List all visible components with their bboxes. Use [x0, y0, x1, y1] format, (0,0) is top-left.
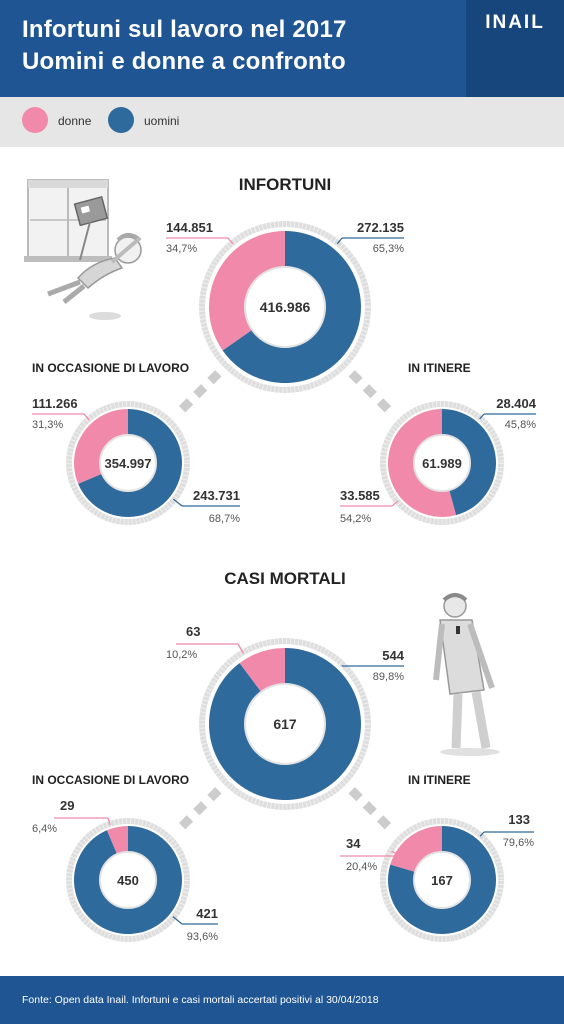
value-label-donne: 33.585 [340, 488, 380, 503]
value-label-donne: 63 [186, 624, 200, 639]
outer-ring-ticks [380, 401, 504, 525]
outer-ring-ticks [199, 638, 371, 810]
percent-label-donne: 54,2% [340, 513, 371, 525]
connector-line-3 [173, 787, 222, 836]
donut-center [413, 851, 471, 909]
mourning-man-icon [433, 593, 500, 756]
inail-logo: INAIL [466, 0, 564, 97]
chart-title: IN OCCASIONE DI LAVORO [32, 361, 189, 375]
logo-text: INAIL [485, 12, 545, 33]
donut-center [244, 683, 326, 765]
source-note: Fonte: Open data Inail. Infortuni e casi… [22, 994, 379, 1006]
value-label-uomini: 243.731 [193, 488, 240, 503]
value-label-uomini: 421 [196, 906, 218, 921]
leader-diag-uomini [172, 916, 183, 925]
chart-title: IN ITINERE [408, 773, 471, 787]
slice-uomini [222, 231, 361, 383]
percent-label-uomini: 68,7% [209, 513, 240, 525]
leader-diag-uomini [172, 498, 183, 507]
page-title: Infortuni sul lavoro nel 2017 Uomini e d… [22, 14, 347, 78]
total-label: 416.986 [260, 299, 311, 315]
leader-diag-uomini [336, 237, 343, 245]
value-label-donne: 34 [346, 836, 361, 851]
falling-worker-icon [24, 179, 142, 320]
donut-chart-5: IN OCCASIONE DI LAVORO 450 296,4% 421 93,6% [32, 773, 218, 943]
donut-center [413, 434, 471, 492]
donut-chart-2: IN OCCASIONE DI LAVORO 354.997 111.266 31,3… [32, 361, 240, 525]
total-label: 61.989 [422, 456, 462, 471]
outer-ring-ticks [66, 818, 190, 942]
legend-label-men: uomini [144, 114, 180, 128]
leader-diag-donne [83, 413, 90, 421]
percent-label-donne: 31,3% [32, 419, 63, 431]
connector-line-4 [348, 787, 397, 836]
connector-line-1 [173, 370, 222, 419]
donut-chart-4: CASI MORTALI 617 63 10,2% 544 89,8% [166, 569, 405, 810]
percent-label-uomini: 89,8% [373, 671, 404, 683]
percent-label-donne: 10,2% [166, 649, 197, 661]
percent-label-donne: 20,4% [346, 861, 377, 873]
value-label-uomini: 544 [382, 648, 404, 663]
slice-uomini [74, 826, 183, 934]
chart-title: IN ITINERE [408, 361, 471, 375]
slice-donne [239, 648, 285, 692]
chart-title: CASI MORTALI [224, 569, 346, 588]
outer-ring-ticks [199, 221, 371, 393]
value-label-donne: 29 [60, 798, 74, 813]
slice-uomini [209, 648, 362, 800]
percent-label-donne: 34,7% [166, 243, 197, 255]
total-label: 167 [431, 873, 453, 888]
percent-label-uomini: 65,3% [373, 243, 404, 255]
title-line-2: Uomini e donne a confronto [22, 48, 346, 75]
chart-title: INFORTUNI [239, 175, 332, 194]
value-label-donne: 111.266 [32, 396, 78, 411]
chart-title: IN OCCASIONE DI LAVORO [32, 773, 189, 787]
connector-lines [173, 370, 397, 836]
connector-line-2 [348, 370, 397, 419]
total-label: 354.997 [105, 456, 152, 471]
slice-donne [74, 409, 128, 484]
slice-donne [209, 231, 285, 351]
slice-donne [388, 409, 457, 517]
slice-uomini [388, 826, 496, 934]
percent-label-uomini: 93,6% [187, 931, 218, 943]
leader-diag-donne [391, 850, 401, 857]
donut-chart-3: IN ITINERE 61.989 33.585 54,2% 28.404 45,8% [340, 361, 537, 525]
donut-center [99, 851, 157, 909]
percent-label-uomini: 79,6% [503, 837, 534, 849]
outer-ring-ticks [380, 818, 504, 942]
leader-diag-donne [227, 237, 234, 245]
outer-ring-ticks [66, 401, 190, 525]
header-banner: Infortuni sul lavoro nel 2017 Uomini e d… [0, 0, 564, 97]
footer: Fonte: Open data Inail. Infortuni e casi… [0, 976, 564, 1024]
percent-label-uomini: 45,8% [505, 419, 536, 431]
legend: donne uomini [0, 97, 564, 147]
donut-chart-6: IN ITINERE 167 34 20,4% 133 79,6% [340, 773, 534, 942]
legend-label-women: donne [58, 114, 92, 128]
leader-diag-donne [107, 817, 111, 826]
value-label-uomini: 28.404 [496, 396, 537, 411]
legend-swatch-men [108, 107, 134, 133]
leader-diag-donne [391, 500, 399, 507]
title-line-1: Infortuni sul lavoro nel 2017 [22, 16, 347, 43]
donut-chart-1: INFORTUNI 416.986 144.851 34,7% 272.135 65,3% [166, 175, 404, 393]
slice-donne [106, 825, 128, 855]
total-label: 450 [117, 873, 139, 888]
donut-center [244, 266, 326, 348]
slice-uomini [78, 409, 183, 517]
leader-diag-uomini [479, 413, 485, 420]
value-label-uomini: 133 [508, 812, 530, 827]
legend-swatch-women [22, 107, 48, 133]
percent-label-donne: 6,4% [32, 823, 57, 835]
total-label: 617 [273, 716, 297, 732]
value-label-donne: 144.851 [166, 220, 213, 235]
value-label-uomini: 272.135 [357, 220, 404, 235]
slice-donne [390, 825, 442, 873]
leader-diag-uomini [479, 831, 485, 837]
leader-diag-donne [237, 643, 245, 654]
donut-center [99, 434, 157, 492]
